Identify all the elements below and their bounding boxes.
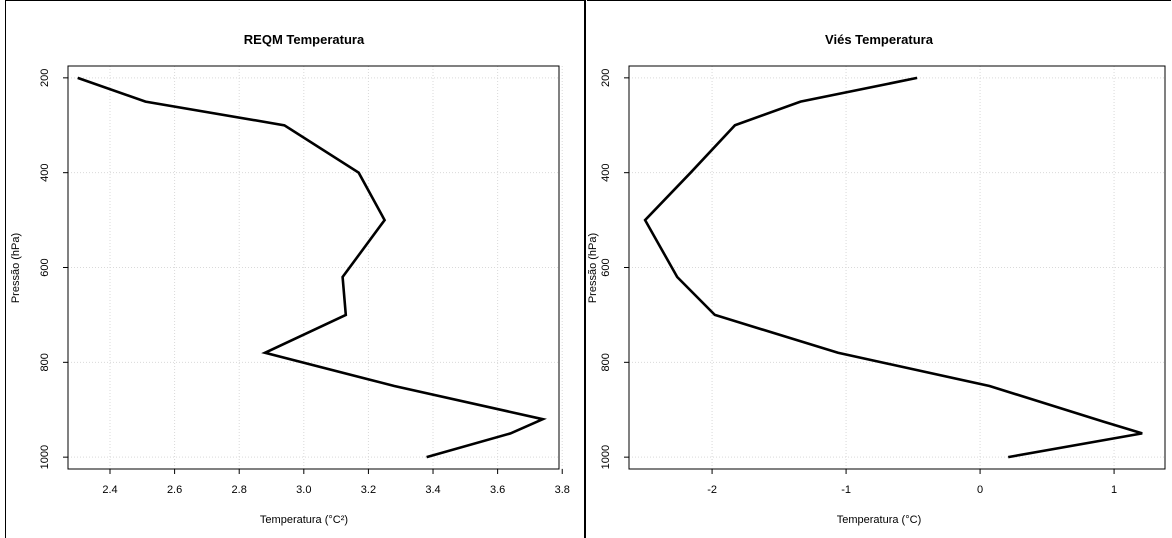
x-tick-label: 2.4: [102, 484, 117, 496]
x-tick-label: 3.0: [296, 484, 311, 496]
x-tick-label: -2: [707, 484, 717, 496]
x-axis-label: Temperatura (°C): [837, 514, 921, 526]
reqm-chart: REQM Temperatura Temperatura (°C²) Press…: [10, 32, 570, 526]
x-tick-label: 3.2: [361, 484, 376, 496]
chart-panel-reqm: REQM Temperatura Temperatura (°C²) Press…: [5, 0, 586, 538]
y-tick-label: 400: [39, 163, 51, 181]
y-axis-label: Pressão (hPa): [10, 233, 22, 303]
x-tick-label: 1: [1111, 484, 1117, 496]
x-tick-label: 3.8: [555, 484, 570, 496]
y-tick-label: 600: [600, 258, 612, 276]
y-tick-label: 1000: [39, 445, 51, 469]
y-tick-label: 400: [600, 163, 612, 181]
y-axis-label: Pressão (hPa): [587, 233, 599, 303]
x-tick-label: 3.6: [490, 484, 505, 496]
vies-chart: Viés Temperatura Temperatura (°C) Pressã…: [587, 32, 1166, 526]
y-tick-label: 800: [600, 353, 612, 371]
chart-title: REQM Temperatura: [244, 32, 365, 47]
y-tick-label: 1000: [600, 445, 612, 469]
x-tick-label: 0: [977, 484, 983, 496]
series-line: [77, 76, 547, 459]
chart-panel-vies: Viés Temperatura Temperatura (°C) Pressã…: [587, 0, 1171, 538]
y-tick-label: 800: [39, 353, 51, 371]
x-tick-label: 3.4: [425, 484, 440, 496]
chart-title: Viés Temperatura: [825, 32, 934, 47]
x-tick-label: -1: [841, 484, 851, 496]
y-tick-label: 200: [39, 69, 51, 87]
x-tick-label: 2.8: [232, 484, 247, 496]
x-axis-label: Temperatura (°C²): [260, 514, 348, 526]
y-tick-label: 600: [39, 258, 51, 276]
series-line: [643, 76, 1143, 459]
y-tick-label: 200: [600, 69, 612, 87]
x-tick-label: 2.6: [167, 484, 182, 496]
